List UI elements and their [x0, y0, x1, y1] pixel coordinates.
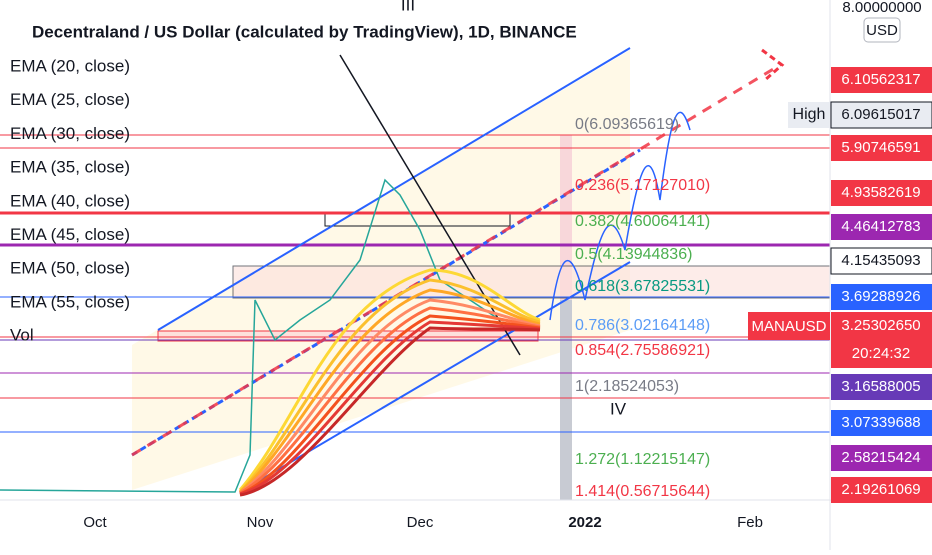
currency[interactable]: USD: [866, 22, 898, 39]
price-label: 6.10562317: [841, 71, 920, 88]
indicator-label: EMA (45, close): [10, 225, 130, 244]
high-label: High: [793, 106, 826, 123]
indicator-label: EMA (55, close): [10, 292, 130, 311]
time-label: Feb: [737, 514, 763, 531]
price-label-box: [830, 247, 932, 275]
horizontal-lines: [0, 134, 830, 433]
price-label: 2.58215424: [841, 449, 920, 466]
price-top: 8.00000000: [842, 0, 921, 16]
symbol-box: [748, 312, 830, 340]
price-label: 6.09615017: [841, 106, 920, 123]
symbol-price: 3.25302650: [841, 317, 920, 334]
fib-label: 0.236(5.17127010): [575, 177, 710, 194]
price-path: [0, 178, 536, 493]
chart-title: Decentraland / US Dollar (calculated by …: [32, 22, 577, 41]
indicator-label: EMA (50, close): [10, 259, 130, 278]
wave-label: III: [401, 0, 415, 14]
price-label-box: [830, 101, 932, 129]
zone-box: [232, 265, 831, 299]
high-box: [788, 102, 830, 128]
symbol-price-box: [831, 312, 932, 368]
fib-label: 1.414(0.56715644): [575, 483, 710, 500]
countdown: 20:24:32: [852, 345, 910, 362]
price-label: 4.46412783: [841, 218, 920, 235]
time-label: 2022: [568, 514, 601, 531]
price-label-box: [831, 477, 932, 503]
volume-label: Vol: [10, 325, 34, 344]
price-label: 3.69288926: [841, 288, 920, 305]
fib-label: 1.272(1.12215147): [575, 451, 710, 468]
price-label-box: [831, 445, 932, 471]
price-label-box: [831, 410, 932, 436]
fib-label: 0.854(2.75586921): [575, 342, 710, 359]
price-label-box: [831, 135, 932, 161]
fib-label: 0(6.09365619): [575, 116, 679, 133]
price-label-box: [831, 67, 932, 93]
price-label: 5.90746591: [841, 139, 920, 156]
ema-ribbon: [238, 268, 541, 497]
indicator-label: EMA (20, close): [10, 56, 130, 75]
fib-band-low: [560, 300, 572, 500]
fib-label: 0.786(3.02164148): [575, 317, 710, 334]
fib-label: 0.618(3.67825531): [575, 278, 710, 295]
generated: EMA (20, close) EMA (25, close) EMA (30, c…: [10, 56, 932, 531]
price-label: 3.16588005: [841, 378, 920, 395]
price-label: 3.07339688: [841, 414, 920, 431]
projection-path: [549, 111, 691, 321]
time-label: Dec: [407, 514, 434, 531]
indicator-label: EMA (40, close): [10, 191, 130, 210]
time-label: Nov: [247, 514, 274, 531]
price-label-box: [831, 284, 932, 310]
arrow-head: [761, 48, 785, 82]
price-label: 2.19261069: [841, 481, 920, 498]
fib-label: 1(2.18524053): [575, 378, 679, 395]
price-label-box: [831, 374, 932, 400]
wave-label: IV: [610, 399, 627, 418]
fib-label: 0.5(4.13944836): [575, 246, 692, 263]
price-label-box: [831, 180, 932, 206]
indicator-label: EMA (30, close): [10, 124, 130, 143]
fib-label: 0.382(4.60064141): [575, 213, 710, 230]
indicator-label: EMA (35, close): [10, 158, 130, 177]
currency-box[interactable]: [863, 17, 901, 43]
price-label: 4.15435093: [841, 252, 920, 269]
price-label: 4.93582619: [841, 184, 920, 201]
symbol-name: MANAUSD: [751, 318, 826, 335]
price-label-box: [831, 214, 932, 240]
time-label: Oct: [83, 514, 107, 531]
indicator-label: EMA (25, close): [10, 90, 130, 109]
